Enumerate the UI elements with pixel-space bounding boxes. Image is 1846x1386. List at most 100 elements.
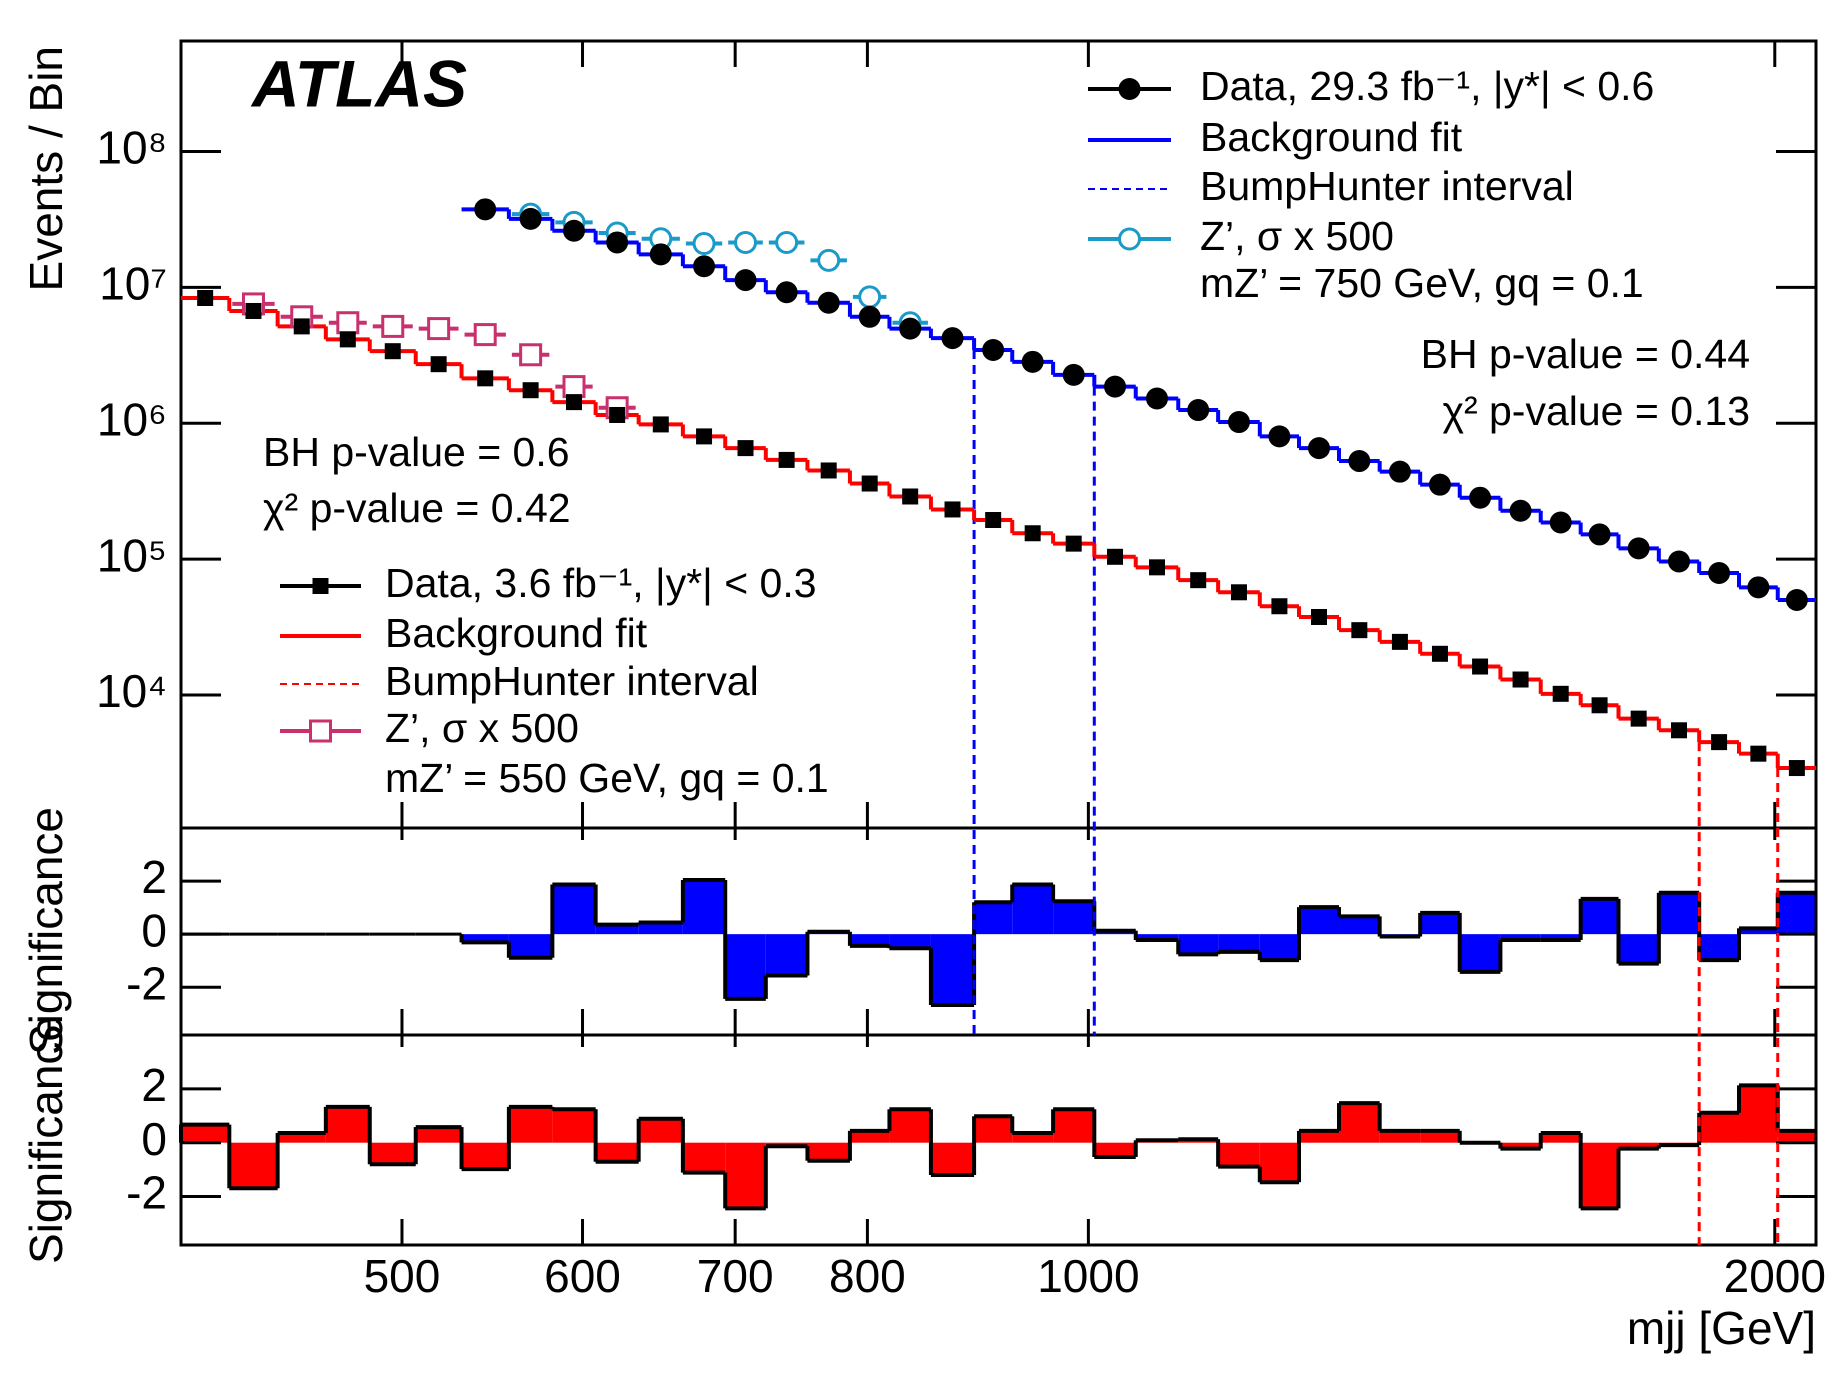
significance-bar bbox=[1053, 1109, 1095, 1143]
signal-point bbox=[473, 323, 497, 347]
significance-bar bbox=[1218, 1142, 1260, 1167]
data-point bbox=[293, 318, 310, 335]
data-point bbox=[775, 281, 798, 304]
significance-bar bbox=[930, 934, 975, 1006]
data-point bbox=[1311, 608, 1328, 625]
x-tick-label: 2000 bbox=[1724, 1250, 1826, 1302]
y-tick-label: 2 bbox=[141, 851, 167, 903]
significance-bar bbox=[638, 1118, 683, 1143]
significance-bar bbox=[181, 1124, 230, 1143]
data-point bbox=[696, 428, 713, 445]
significance-bar bbox=[725, 934, 766, 999]
data-point bbox=[1549, 511, 1572, 534]
data-point bbox=[384, 343, 401, 360]
signal-point bbox=[775, 230, 799, 254]
significance-bar bbox=[1135, 934, 1179, 940]
x-tick-label: 500 bbox=[364, 1250, 441, 1302]
data-point bbox=[245, 302, 262, 319]
data-point bbox=[1668, 550, 1691, 573]
data-point bbox=[941, 327, 964, 350]
legend-label: Data, 29.3 fb⁻¹, |y*| < 0.6 bbox=[1200, 63, 1654, 109]
data-point bbox=[902, 488, 919, 505]
significance-bar bbox=[552, 884, 596, 935]
data-point bbox=[1512, 671, 1529, 688]
data-point bbox=[652, 416, 669, 433]
data-point bbox=[477, 370, 494, 387]
data-point bbox=[1469, 486, 1492, 509]
data-point bbox=[985, 512, 1002, 529]
significance-bar bbox=[1618, 934, 1659, 964]
significance-bar bbox=[1339, 1103, 1380, 1143]
legend-label: mZ’ = 550 GeV, gq = 0.1 bbox=[385, 755, 829, 801]
legend-marker bbox=[1118, 78, 1141, 100]
p-value-label: χ² p-value = 0.42 bbox=[263, 485, 571, 531]
data-point bbox=[1227, 411, 1250, 434]
data-point bbox=[693, 255, 716, 278]
significance-bar bbox=[1658, 892, 1700, 935]
signal-point bbox=[562, 375, 586, 399]
data-point bbox=[1627, 537, 1650, 560]
significance-bar bbox=[1298, 907, 1340, 935]
data-point bbox=[1271, 598, 1288, 615]
data-point bbox=[1308, 437, 1331, 460]
legend-label: Z’, σ x 500 bbox=[385, 705, 579, 751]
legend-marker bbox=[1118, 227, 1141, 251]
data-point bbox=[1671, 722, 1688, 739]
data-point bbox=[778, 451, 795, 468]
significance-bar bbox=[638, 922, 683, 935]
y-tick-label: 10⁵ bbox=[97, 529, 167, 581]
significance-axis-title: Significance bbox=[20, 807, 72, 1055]
y-tick-label: 10⁴ bbox=[96, 665, 167, 717]
data-point bbox=[562, 219, 585, 242]
data-point bbox=[861, 475, 878, 492]
data-point bbox=[519, 207, 542, 230]
significance-bar bbox=[461, 1142, 509, 1170]
significance-bar bbox=[325, 1106, 370, 1143]
data-point bbox=[1148, 559, 1165, 576]
significance-bar bbox=[1298, 1130, 1340, 1143]
data-point bbox=[1591, 697, 1608, 714]
significance-bar bbox=[1540, 1133, 1581, 1143]
data-point bbox=[1107, 548, 1124, 565]
significance-bar bbox=[1420, 1130, 1460, 1143]
significance-bar bbox=[1540, 934, 1581, 940]
data-point bbox=[430, 356, 447, 373]
data-point bbox=[1388, 460, 1411, 483]
signal-point bbox=[817, 248, 841, 272]
data-point bbox=[1747, 576, 1770, 599]
signal-point bbox=[336, 311, 360, 335]
significance-bar bbox=[889, 1109, 931, 1143]
data-point bbox=[649, 243, 672, 266]
significance-bar bbox=[1699, 934, 1739, 961]
data-point bbox=[1428, 473, 1451, 496]
significance-bar bbox=[508, 1106, 553, 1143]
signal-point bbox=[519, 343, 543, 367]
data-point bbox=[1391, 633, 1408, 650]
data-point bbox=[820, 462, 837, 479]
p-value-label: BH p-value = 0.6 bbox=[263, 429, 570, 475]
y-tick-label: -2 bbox=[126, 1167, 167, 1219]
significance-bar bbox=[682, 880, 726, 935]
significance-bar bbox=[849, 934, 890, 946]
significance-bar bbox=[461, 934, 509, 943]
x-axis-title: mjj [GeV] bbox=[1627, 1302, 1816, 1354]
significance-bar bbox=[930, 1142, 975, 1175]
significance-bar bbox=[1738, 928, 1778, 935]
significance-bar bbox=[229, 1142, 278, 1189]
p-value-label: χ² p-value = 0.13 bbox=[1442, 388, 1750, 434]
y-tick-label: 2 bbox=[141, 1059, 167, 1111]
significance-bar bbox=[552, 1109, 596, 1143]
y-tick-label: 10⁷ bbox=[99, 258, 167, 310]
data-point bbox=[474, 198, 497, 221]
significance-bar bbox=[1580, 1142, 1619, 1209]
signal-point bbox=[858, 285, 882, 309]
data-point bbox=[1509, 499, 1532, 522]
y-tick-label: 0 bbox=[141, 1113, 167, 1165]
data-point bbox=[1062, 363, 1085, 386]
data-point bbox=[1351, 622, 1368, 639]
legend-label: BumpHunter interval bbox=[385, 658, 759, 704]
significance-bar bbox=[415, 1127, 462, 1143]
legend-label: Z’, σ x 500 bbox=[1200, 213, 1394, 259]
significance-bar bbox=[1379, 1130, 1421, 1143]
data-point bbox=[1145, 387, 1168, 410]
